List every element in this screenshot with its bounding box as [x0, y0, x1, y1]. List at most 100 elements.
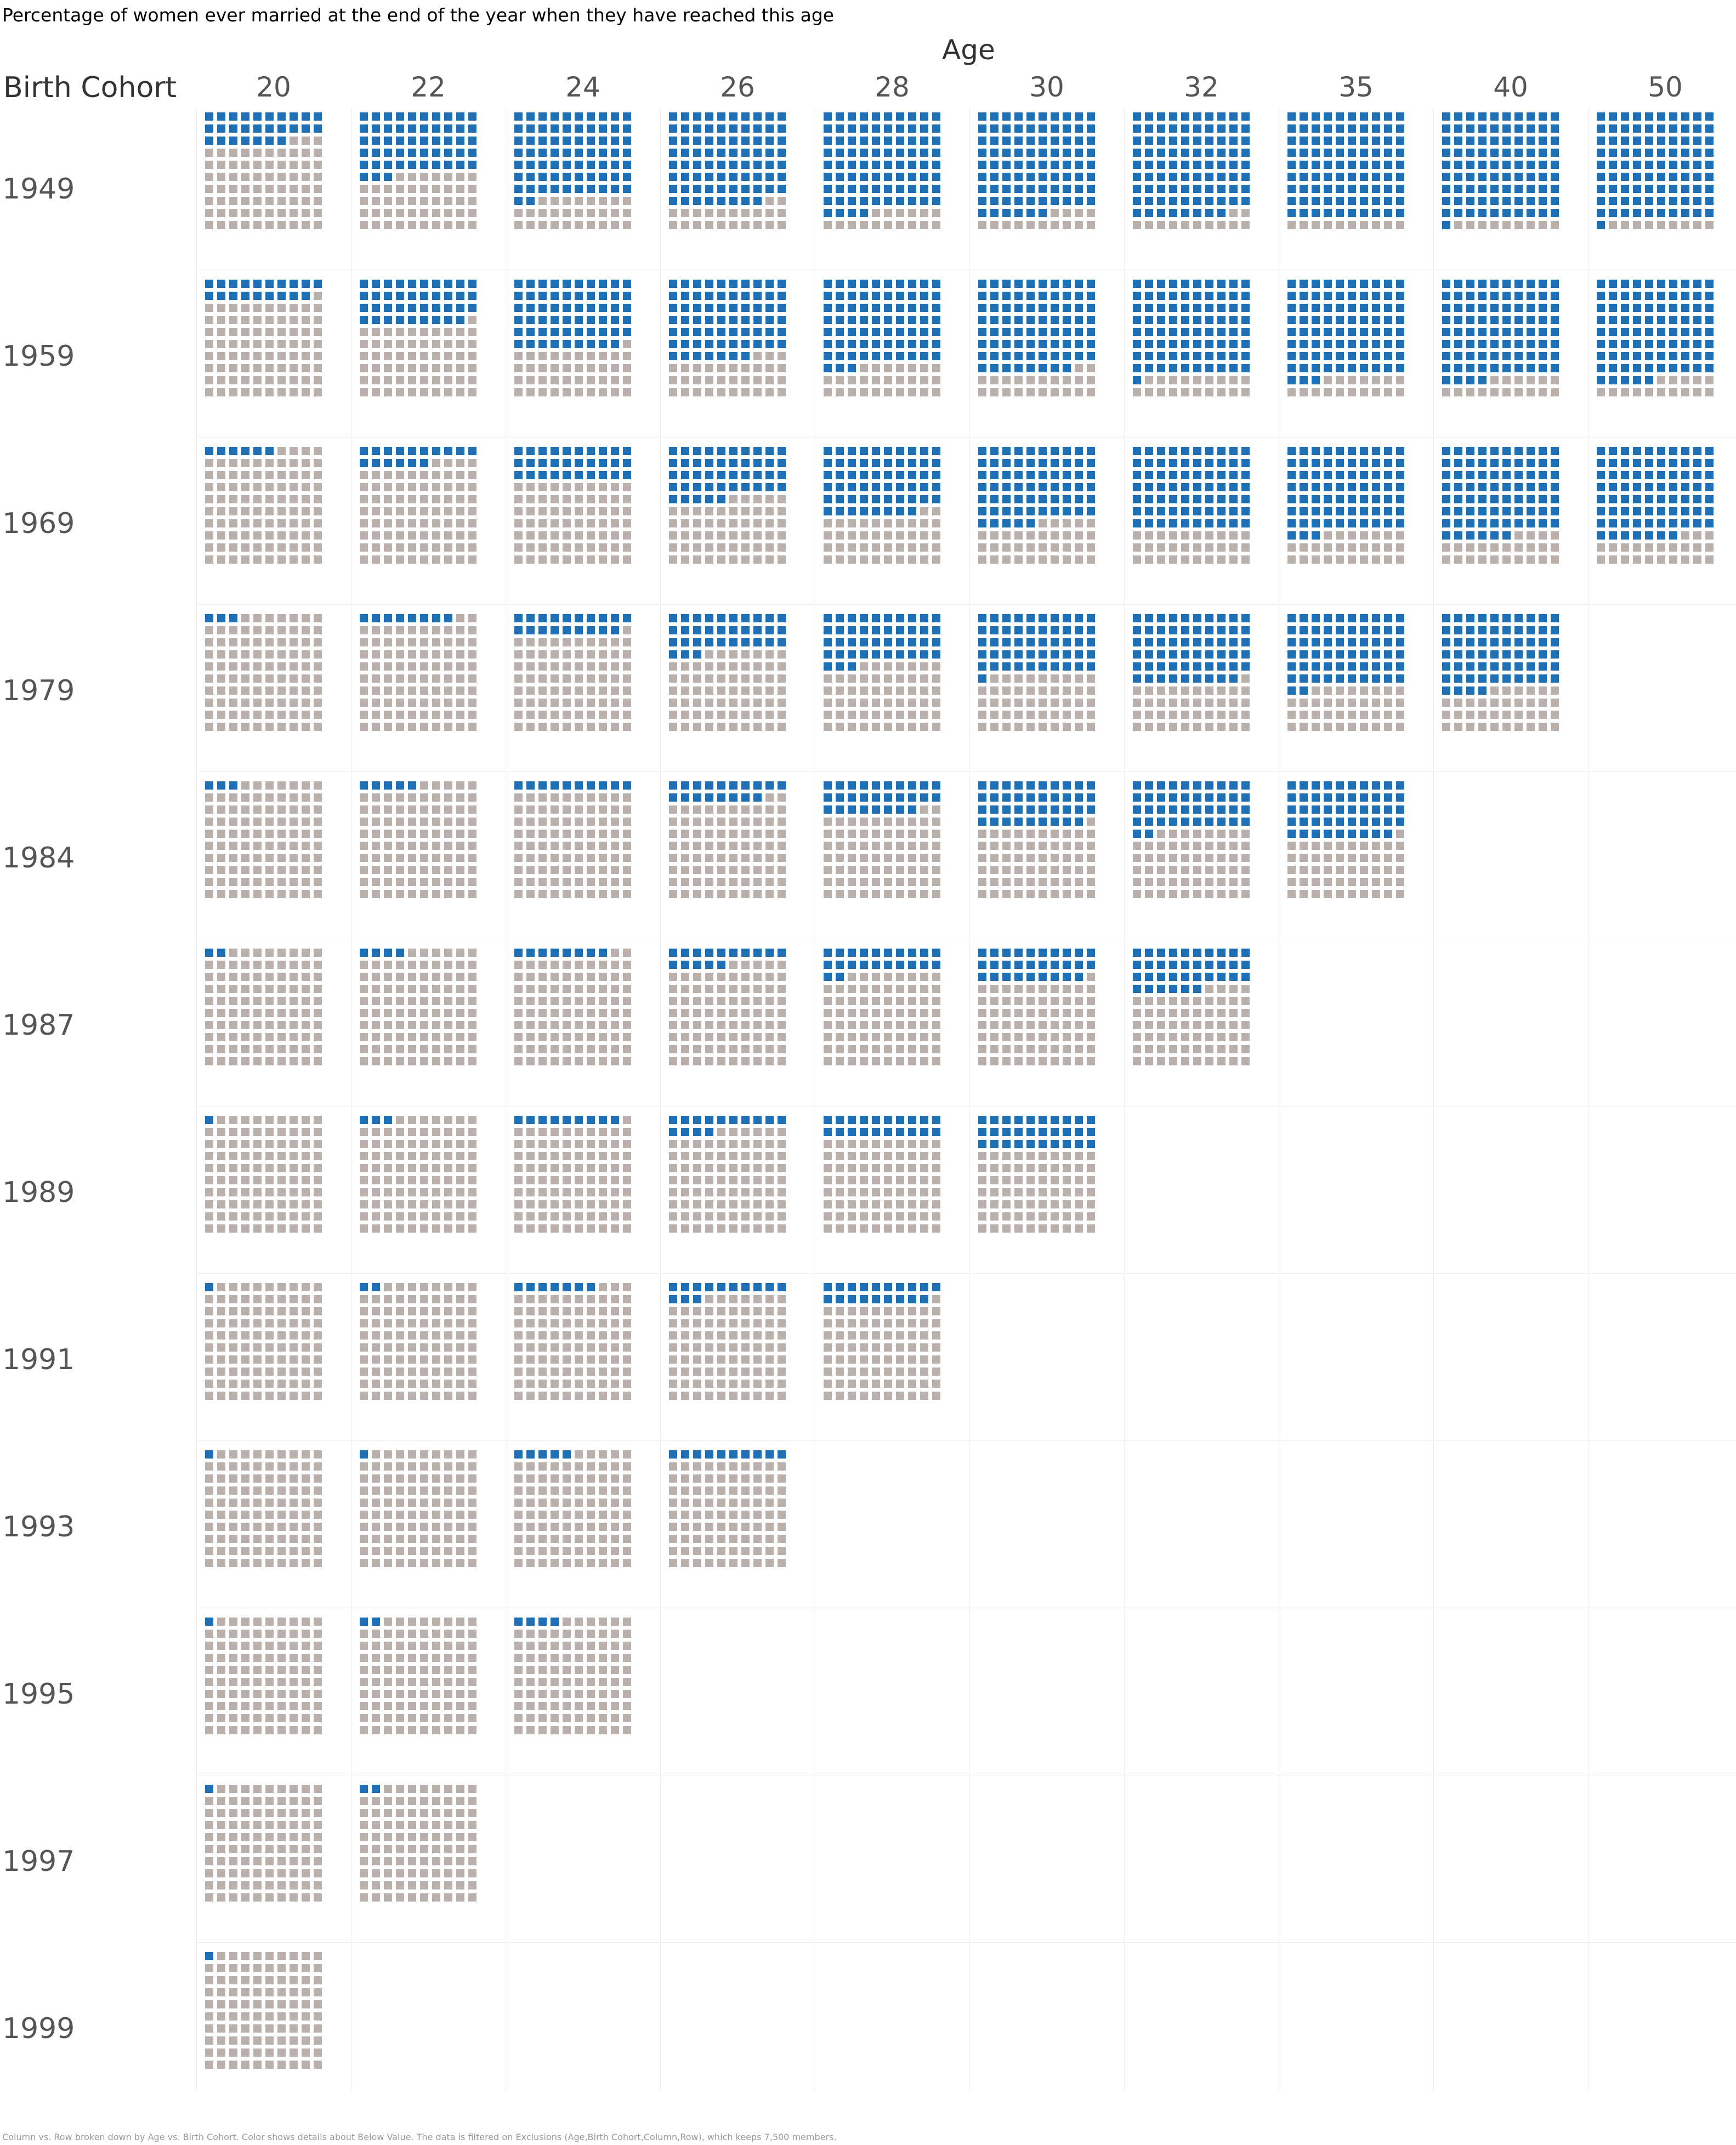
not-married-square	[778, 531, 786, 540]
not-married-square	[599, 723, 607, 731]
not-married-square	[384, 388, 392, 396]
married-square	[908, 459, 916, 467]
married-square	[717, 316, 725, 324]
not-married-square	[611, 723, 619, 731]
married-square	[372, 124, 380, 133]
married-square	[1039, 197, 1047, 205]
married-square	[302, 292, 310, 300]
not-married-square	[290, 686, 298, 695]
married-square	[575, 340, 583, 348]
married-square	[384, 447, 392, 455]
married-square	[990, 519, 999, 527]
married-square	[1051, 197, 1059, 205]
married-square	[1063, 124, 1071, 133]
married-square	[217, 292, 225, 300]
married-square	[1205, 793, 1213, 802]
married-square	[384, 161, 392, 169]
married-square	[669, 112, 677, 121]
married-square	[526, 471, 535, 479]
married-square	[587, 471, 595, 479]
not-married-square	[575, 352, 583, 360]
not-married-square	[241, 185, 249, 193]
not-married-square	[444, 328, 452, 336]
not-married-square	[1478, 221, 1487, 229]
married-square	[990, 507, 999, 515]
married-square	[1597, 447, 1605, 455]
married-square	[1621, 328, 1629, 336]
not-married-square	[741, 842, 750, 850]
married-square	[1502, 614, 1511, 622]
married-square	[1466, 447, 1474, 455]
not-married-square	[420, 185, 428, 193]
married-square	[1360, 197, 1368, 205]
not-married-square	[575, 699, 583, 707]
not-married-square	[575, 483, 583, 491]
married-square	[765, 112, 774, 121]
married-square	[1384, 471, 1392, 479]
married-square	[575, 316, 583, 324]
married-square	[836, 352, 844, 360]
married-square	[1193, 280, 1201, 288]
married-square	[1145, 805, 1153, 814]
married-square	[1539, 149, 1547, 157]
married-square	[1633, 304, 1641, 312]
not-married-square	[1075, 221, 1083, 229]
not-married-square	[563, 376, 571, 384]
not-married-square	[384, 555, 392, 564]
not-married-square	[1217, 830, 1226, 838]
married-square	[1514, 197, 1523, 205]
not-married-square	[290, 793, 298, 802]
not-married-square	[290, 1021, 298, 1029]
not-married-square	[456, 985, 464, 993]
married-square	[1312, 614, 1320, 622]
married-square	[1657, 185, 1665, 193]
married-square	[1169, 161, 1177, 169]
not-married-square	[623, 197, 631, 205]
married-square	[1087, 316, 1095, 324]
married-square	[1300, 495, 1308, 503]
married-square	[1609, 209, 1617, 217]
married-square	[1478, 650, 1487, 659]
not-married-square	[314, 1033, 322, 1041]
married-square	[1551, 304, 1559, 312]
not-married-square	[860, 878, 868, 886]
married-square	[741, 149, 750, 157]
married-square	[990, 328, 999, 336]
not-married-square	[514, 842, 523, 850]
married-square	[1014, 280, 1023, 288]
married-square	[896, 316, 904, 324]
married-square	[1633, 519, 1641, 527]
not-married-square	[611, 376, 619, 384]
married-square	[1205, 185, 1213, 193]
not-married-square	[468, 662, 476, 671]
married-square	[1217, 483, 1226, 491]
married-square	[1039, 805, 1047, 814]
not-married-square	[444, 459, 452, 467]
not-married-square	[1372, 890, 1380, 898]
married-square	[1336, 304, 1344, 312]
not-married-square	[705, 818, 713, 826]
not-married-square	[290, 662, 298, 671]
not-married-square	[872, 878, 880, 886]
not-married-square	[408, 364, 416, 372]
married-square	[978, 507, 986, 515]
married-square	[1372, 280, 1380, 288]
married-square	[681, 447, 689, 455]
married-square	[432, 137, 440, 145]
married-square	[1287, 161, 1296, 169]
married-square	[1300, 686, 1308, 695]
married-square	[1681, 340, 1689, 348]
not-married-square	[408, 340, 416, 348]
married-square	[396, 112, 404, 121]
married-square	[1217, 818, 1226, 826]
married-square	[1051, 805, 1059, 814]
not-married-square	[420, 878, 428, 886]
not-married-square	[860, 388, 868, 396]
married-square	[693, 638, 701, 646]
not-married-square	[253, 507, 262, 515]
not-married-square	[456, 866, 464, 874]
not-married-square	[290, 805, 298, 814]
not-married-square	[1551, 388, 1559, 396]
married-square	[1502, 161, 1511, 169]
married-square	[1205, 495, 1213, 503]
